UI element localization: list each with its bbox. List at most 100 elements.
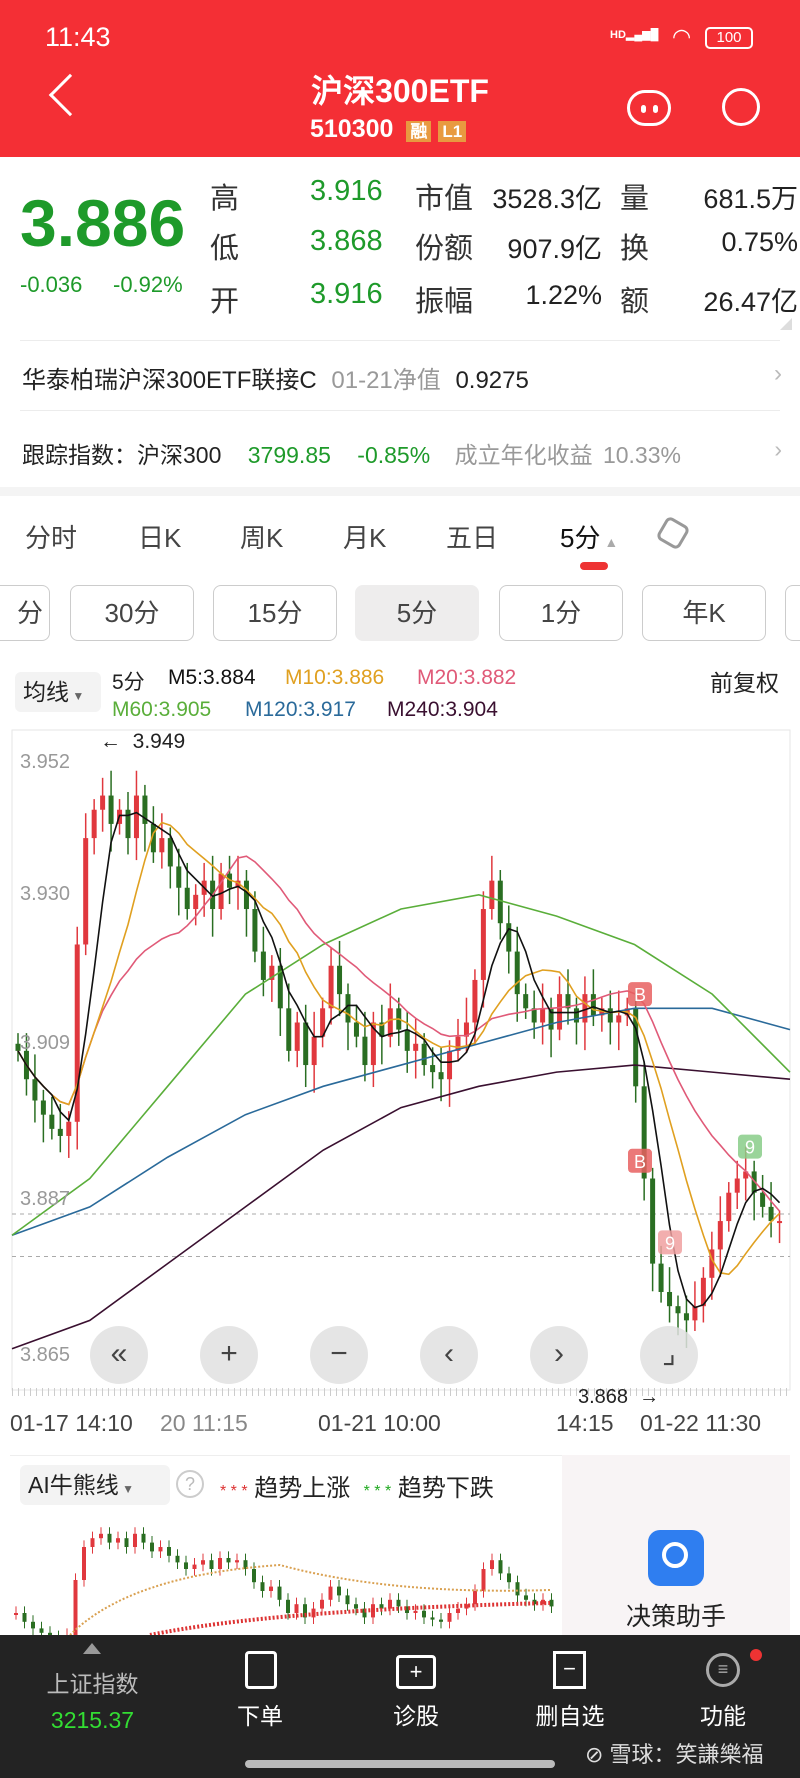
expand-up-icon[interactable] xyxy=(83,1643,101,1654)
candle xyxy=(667,1267,673,1323)
candle xyxy=(167,827,173,889)
index-name[interactable]: 上证指数 xyxy=(46,1671,139,1697)
order-button[interactable]: 下单 xyxy=(237,1703,283,1729)
ai-candle xyxy=(379,1597,384,1616)
ai-candle xyxy=(354,1597,358,1616)
home-indicator[interactable] xyxy=(245,1760,555,1768)
candle xyxy=(650,1167,656,1292)
svg-text:B: B xyxy=(634,985,646,1005)
robot-icon[interactable] xyxy=(627,90,671,126)
functions-button[interactable]: 功能 xyxy=(700,1703,746,1729)
subtab-4[interactable]: 1分 xyxy=(499,585,623,641)
subtab-0[interactable]: 分 xyxy=(0,585,50,641)
expand-corner-icon[interactable] xyxy=(780,318,792,330)
candle xyxy=(641,1061,647,1201)
remove-watchlist-button[interactable]: 删自选 xyxy=(535,1703,605,1729)
header: 11:43 HD▂▄▆█ ◠ 100 沪深300ETF 510300 融 L1 xyxy=(0,0,800,157)
ai-candle xyxy=(243,1553,248,1576)
zoom-in-button[interactable]: + xyxy=(200,1326,258,1384)
quote-stat-label: 市值 xyxy=(415,183,474,215)
search-icon[interactable] xyxy=(722,88,760,126)
candle xyxy=(159,813,165,869)
ai-candle xyxy=(158,1540,163,1558)
fullscreen-button[interactable]: ⌟ xyxy=(640,1326,698,1384)
adjust-toggle[interactable]: 前复权 xyxy=(710,670,779,696)
tracking-row[interactable]: 跟踪指数：沪深300 3799.85 -0.85% 成立年化收益 10.33% … xyxy=(22,436,782,470)
fund-row[interactable]: 华泰柏瑞沪深300ETF联接C 01-21净值 0.9275 › xyxy=(22,360,782,395)
quote-label: 低 xyxy=(210,233,240,265)
scroll-left-button[interactable]: ‹ xyxy=(420,1326,478,1384)
ai-candle xyxy=(473,1584,477,1611)
ma-selector[interactable]: 均线 ▼ xyxy=(15,672,101,712)
ai-candle xyxy=(277,1580,282,1607)
scroll-right-button[interactable]: › xyxy=(530,1326,588,1384)
ai-candle xyxy=(362,1602,367,1624)
ai-candle xyxy=(269,1580,273,1598)
level-badge: L1 xyxy=(438,121,467,142)
diagnose-button[interactable]: 诊股 xyxy=(393,1703,439,1729)
tab-3[interactable]: 月K xyxy=(343,523,387,553)
ai-candle xyxy=(294,1597,299,1620)
ai-candle xyxy=(490,1553,494,1576)
ai-selector[interactable]: AI牛熊线 ▼ xyxy=(20,1465,170,1505)
order-icon xyxy=(245,1651,277,1689)
tab-1[interactable]: 日K xyxy=(138,523,182,553)
settings-icon[interactable] xyxy=(655,515,691,551)
ai-candle xyxy=(405,1599,409,1620)
ai-candle xyxy=(124,1531,129,1554)
ai-candle xyxy=(515,1575,520,1602)
ai-candle xyxy=(532,1593,537,1611)
candle xyxy=(83,813,89,956)
ai-trend-line xyxy=(149,1601,551,1635)
min-price-label: 3.868 → xyxy=(578,1386,660,1408)
candle xyxy=(49,1096,55,1140)
y-axis-label: 3.887 xyxy=(20,1187,71,1210)
fund-nav-date: 01-21净值 xyxy=(331,367,441,394)
subtab-more[interactable] xyxy=(785,585,800,641)
subtab-2[interactable]: 15分 xyxy=(213,585,337,641)
scroll-left-fast-button[interactable]: « xyxy=(90,1326,148,1384)
ai-candle xyxy=(116,1531,120,1550)
candle xyxy=(294,1011,300,1068)
candle xyxy=(633,990,639,1103)
subtab-1[interactable]: 30分 xyxy=(70,585,194,641)
candle xyxy=(218,862,224,920)
subtab-3[interactable]: 5分 xyxy=(355,585,479,641)
m5-line xyxy=(17,811,781,1309)
candle xyxy=(133,770,139,861)
candle xyxy=(506,905,512,974)
kline-chart[interactable]: B B 9 9 xyxy=(0,725,800,1400)
subtab-5[interactable]: 年K xyxy=(642,585,766,641)
tab-4[interactable]: 五日 xyxy=(446,523,499,553)
candle xyxy=(692,1281,698,1331)
ai-chart xyxy=(14,1527,554,1635)
ma-legend-item: M120:3.917 xyxy=(245,698,356,721)
candle xyxy=(269,955,275,1002)
candle xyxy=(32,1054,38,1123)
menu-icon: ≡ xyxy=(706,1653,740,1687)
battery-icon: 100 xyxy=(705,27,753,49)
signal-marker: 9 xyxy=(738,1134,762,1159)
bottom-bar: 上证指数 3215.37 下单 + 诊股 − 删自选 ≡ 功能 ⊘ 雪球：笑謙樂… xyxy=(0,1635,800,1778)
candle xyxy=(74,926,80,1150)
candle xyxy=(15,1033,21,1062)
zoom-out-button[interactable]: − xyxy=(310,1326,368,1384)
quote-value: 3.916 xyxy=(310,175,383,207)
candle xyxy=(108,770,114,852)
price-change-pct: -0.92% xyxy=(113,272,183,297)
y-axis-label: 3.952 xyxy=(20,751,71,773)
tab-0[interactable]: 分时 xyxy=(25,523,78,553)
quote-stat-label: 额 xyxy=(620,286,650,318)
svg-text:9: 9 xyxy=(665,1233,675,1253)
assistant-panel[interactable]: 决策助手 xyxy=(562,1455,790,1635)
quote-value: 3.916 xyxy=(310,278,383,310)
help-icon[interactable]: ? xyxy=(176,1470,204,1498)
quote-stat-value: 3528.3亿 xyxy=(492,184,602,214)
x-axis-label: 14:15 xyxy=(556,1410,614,1436)
ai-candle xyxy=(39,1621,44,1635)
tab-5[interactable]: 5分 ▲ xyxy=(560,523,619,553)
current-price: 3.886 xyxy=(20,186,186,260)
tab-2[interactable]: 周K xyxy=(240,523,284,553)
quote-label: 高 xyxy=(210,183,240,215)
candle xyxy=(523,983,529,1019)
